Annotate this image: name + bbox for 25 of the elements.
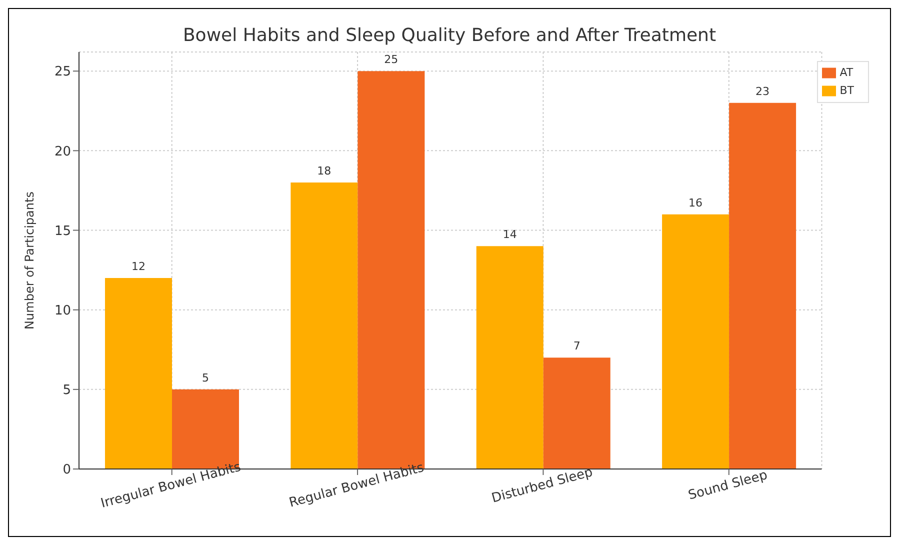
data-label: 14: [502, 228, 517, 242]
y-tick-label: 5: [62, 383, 71, 398]
data-label: 7: [573, 340, 580, 353]
legend-label: AT: [840, 66, 854, 79]
bar: [662, 214, 730, 469]
data-label: 16: [688, 196, 703, 210]
y-tick-label: 20: [54, 144, 71, 160]
y-tick-label: 25: [54, 64, 71, 80]
y-axis-title: Number of Participants: [22, 192, 36, 330]
y-tick-label: 0: [62, 462, 71, 478]
legend-label: BT: [840, 84, 854, 97]
x-tick-label: Sound Sleep: [686, 468, 770, 504]
bar: [729, 102, 796, 469]
data-label: 25: [384, 53, 398, 66]
data-label: 18: [317, 164, 332, 178]
bar: [476, 246, 544, 469]
bar: [290, 182, 358, 469]
data-label: 12: [131, 260, 146, 274]
y-tick-label: 15: [54, 224, 71, 239]
chart-title: Bowel Habits and Sleep Quality Before and After Treatment: [182, 25, 718, 46]
bar: [104, 278, 172, 469]
y-tick-label: 10: [54, 303, 71, 318]
data-label: 23: [756, 84, 770, 98]
data-label: 5: [202, 371, 209, 384]
bar: [543, 358, 610, 469]
